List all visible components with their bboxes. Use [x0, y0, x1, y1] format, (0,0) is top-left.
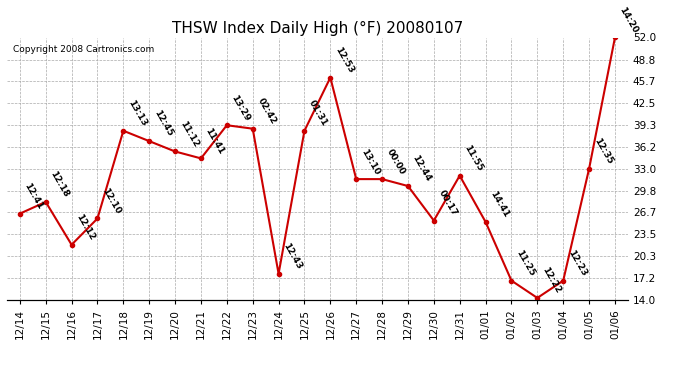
- Text: 13:13: 13:13: [126, 99, 148, 128]
- Text: 14:41: 14:41: [489, 190, 511, 219]
- Text: 00:00: 00:00: [385, 147, 406, 176]
- Text: 12:22: 12:22: [540, 266, 562, 295]
- Text: 00:17: 00:17: [437, 189, 459, 218]
- Text: 14:20: 14:20: [618, 5, 640, 35]
- Text: 13:10: 13:10: [359, 147, 381, 176]
- Text: 11:41: 11:41: [204, 126, 226, 156]
- Text: 12:12: 12:12: [75, 213, 97, 242]
- Text: 12:41: 12:41: [23, 182, 45, 211]
- Text: 12:44: 12:44: [411, 154, 433, 183]
- Text: 12:23: 12:23: [566, 249, 588, 278]
- Text: 12:43: 12:43: [282, 242, 304, 271]
- Text: 12:45: 12:45: [152, 109, 174, 138]
- Text: 11:12: 11:12: [178, 119, 200, 149]
- Text: 11:55: 11:55: [462, 144, 484, 173]
- Text: 11:25: 11:25: [514, 249, 536, 278]
- Text: 12:53: 12:53: [333, 45, 355, 75]
- Text: 12:35: 12:35: [592, 136, 614, 166]
- Title: THSW Index Daily High (°F) 20080107: THSW Index Daily High (°F) 20080107: [172, 21, 463, 36]
- Text: 13:29: 13:29: [230, 93, 252, 123]
- Text: 02:42: 02:42: [255, 97, 277, 126]
- Text: Copyright 2008 Cartronics.com: Copyright 2008 Cartronics.com: [13, 45, 155, 54]
- Text: 01:31: 01:31: [307, 99, 329, 128]
- Text: 12:10: 12:10: [100, 186, 122, 216]
- Text: 12:18: 12:18: [48, 170, 70, 199]
